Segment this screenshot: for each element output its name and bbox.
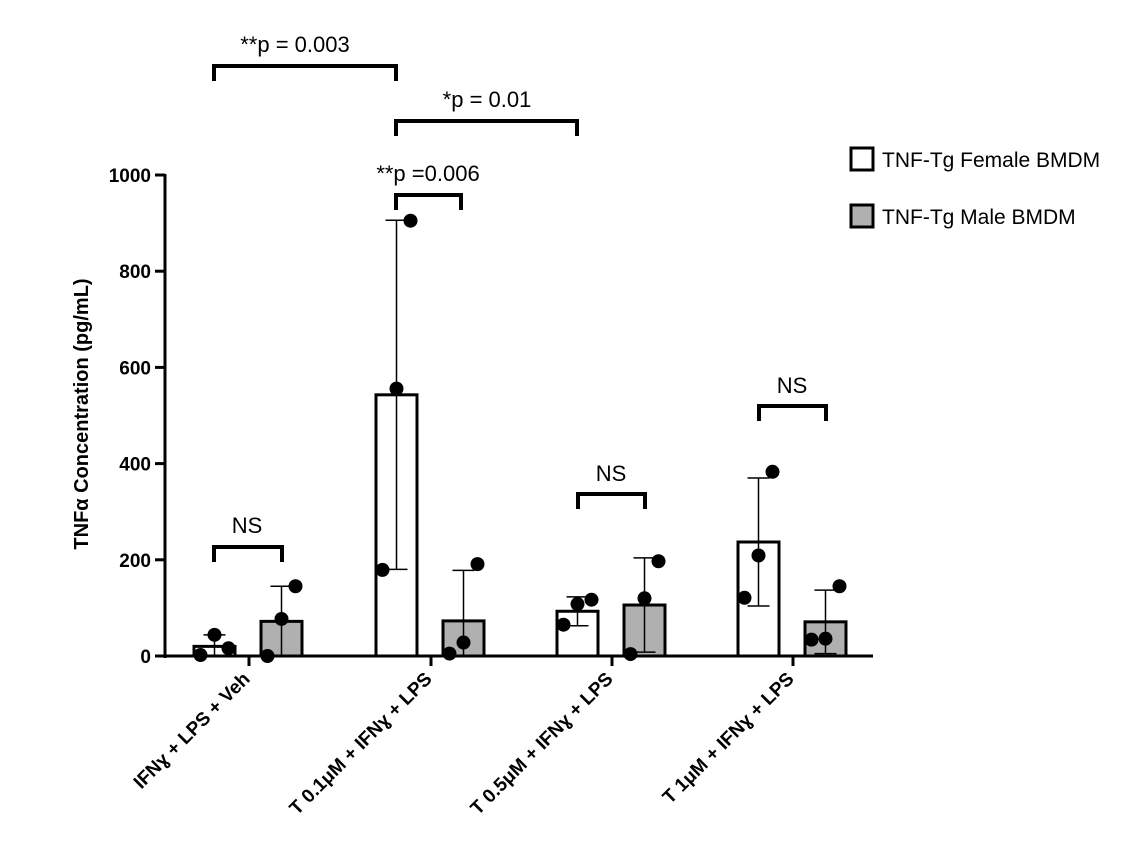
- data-point: [584, 592, 599, 607]
- legend-label-male: TNF-Tg Male BMDM: [882, 206, 1076, 229]
- significance-bracket: [576, 492, 647, 509]
- significance-bracket: [394, 193, 463, 210]
- x-tick-label: T 1μM + IFNɣ + LPS: [659, 669, 799, 809]
- data-point: [570, 597, 585, 612]
- annotations: **p = 0.003 *p = 0.01 **p =0.006 NS NS NS: [212, 32, 828, 562]
- significance-bracket: [212, 64, 398, 81]
- significance-label: NS: [232, 513, 263, 538]
- y-tick-label: 0: [140, 647, 151, 668]
- significance-bracket: [394, 119, 579, 136]
- legend-swatch-male: [849, 203, 875, 229]
- y-tick-label: 1000: [109, 166, 151, 187]
- data-point: [637, 591, 652, 606]
- x-tick-label: IFNɣ + LPS + Veh: [130, 669, 255, 794]
- data-point: [832, 579, 847, 594]
- data-point: [207, 627, 222, 642]
- significance-label: NS: [777, 373, 808, 398]
- y-tick-label: 200: [119, 551, 151, 572]
- legend: TNF-Tg Female BMDM TNF-Tg Male BMDM: [849, 146, 1100, 229]
- bars: [192, 213, 848, 663]
- data-point: [221, 641, 236, 656]
- legend-label-female: TNF-Tg Female BMDM: [882, 149, 1100, 172]
- data-point: [274, 611, 289, 626]
- x-tick-label: T 0.5μM + IFNɣ + LPS: [467, 669, 618, 820]
- y-axis-label: TNFα Concentration (pg/mL): [71, 278, 93, 549]
- significance-label: *p = 0.01: [443, 87, 532, 112]
- data-point: [737, 590, 752, 605]
- data-point: [260, 649, 275, 663]
- data-point: [751, 548, 766, 563]
- data-point: [288, 579, 303, 594]
- data-point: [403, 213, 418, 228]
- y-tick-label: 600: [119, 358, 151, 379]
- data-point: [818, 631, 833, 646]
- y-tick-label: 400: [119, 455, 151, 476]
- data-point: [389, 381, 404, 396]
- data-point: [651, 554, 666, 569]
- data-point: [456, 635, 471, 650]
- data-point: [442, 646, 457, 661]
- significance-bracket: [757, 404, 828, 421]
- data-point: [623, 647, 638, 662]
- data-point: [804, 632, 819, 647]
- data-point: [556, 617, 571, 632]
- significance-label: NS: [596, 461, 627, 486]
- data-point: [375, 562, 390, 577]
- legend-swatch-female: [849, 146, 875, 172]
- significance-label: **p =0.006: [376, 161, 479, 186]
- significance-label: **p = 0.003: [240, 32, 349, 57]
- x-tick-label: T 0.1μM + IFNɣ + LPS: [286, 669, 437, 820]
- y-tick-label: 800: [119, 262, 151, 283]
- data-point: [193, 648, 208, 663]
- data-point: [470, 557, 485, 572]
- significance-bracket: [212, 545, 284, 562]
- data-point: [765, 464, 780, 479]
